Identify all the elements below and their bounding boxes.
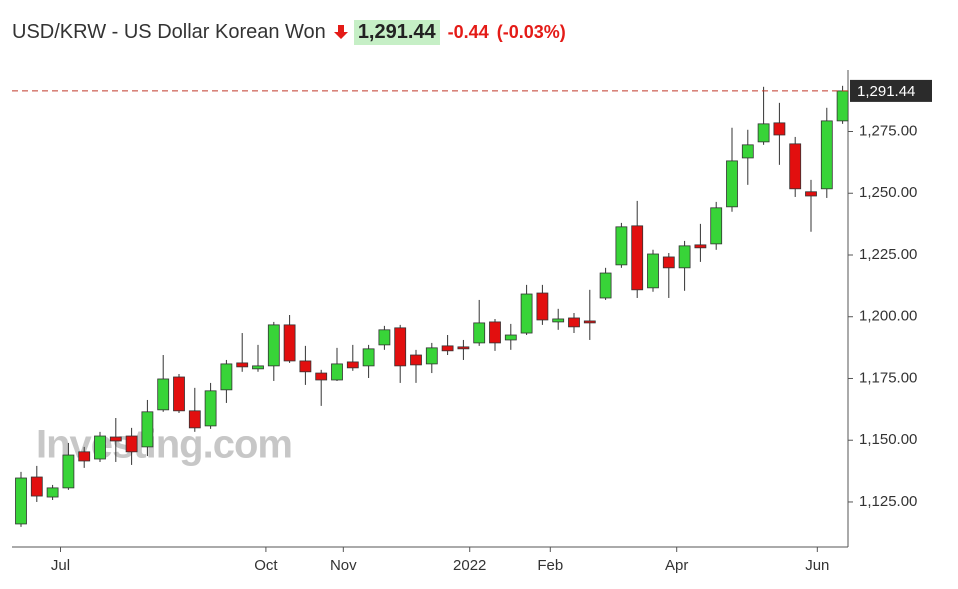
candle-body bbox=[283, 324, 296, 362]
x-tick-label: Nov bbox=[330, 557, 357, 574]
candle-body bbox=[820, 120, 833, 190]
title: USD/KRW - US Dollar Korean Won bbox=[12, 20, 326, 43]
candle-body bbox=[662, 256, 675, 269]
candle-body bbox=[94, 435, 106, 460]
candle-body bbox=[694, 244, 707, 249]
header: USD/KRW - US Dollar Korean Won 1,291.44 … bbox=[12, 17, 566, 47]
candle-body bbox=[252, 365, 264, 370]
candle-body bbox=[410, 354, 422, 366]
candle-body bbox=[394, 327, 407, 367]
y-tick-label: 1,200.00 bbox=[859, 308, 917, 325]
x-tick-label: Jul bbox=[51, 557, 70, 574]
y-tick-label: 1,175.00 bbox=[859, 369, 917, 386]
change-percent: (-0.03%) bbox=[496, 21, 566, 42]
candle-body bbox=[78, 451, 91, 462]
candle-body bbox=[631, 225, 644, 291]
candle-body bbox=[378, 329, 391, 346]
candle-body bbox=[678, 245, 691, 269]
price: 1,291.44 bbox=[353, 19, 440, 45]
change: -0.44 bbox=[447, 21, 489, 42]
y-tick-label: 1,125.00 bbox=[859, 493, 917, 510]
candle-body bbox=[599, 272, 612, 299]
candle-body bbox=[425, 347, 438, 365]
candle-body bbox=[773, 122, 786, 136]
candle-body bbox=[805, 191, 817, 197]
candle-body bbox=[568, 317, 580, 328]
candle-body bbox=[741, 144, 754, 159]
candle-body bbox=[441, 345, 454, 352]
candle-body bbox=[473, 322, 486, 344]
candle-body bbox=[109, 436, 122, 442]
candle-body bbox=[836, 90, 849, 122]
price-label: 1,291.44 bbox=[857, 83, 915, 100]
candle-body bbox=[346, 361, 359, 369]
x-tick-label: Feb bbox=[537, 557, 563, 574]
candle-body bbox=[315, 372, 328, 381]
candle-body bbox=[157, 378, 170, 411]
candle-body bbox=[236, 362, 249, 368]
candle-body bbox=[504, 334, 517, 341]
candle-body bbox=[331, 363, 343, 381]
candle-body bbox=[220, 363, 233, 391]
x-tick-label: 2022 bbox=[453, 557, 486, 574]
candle-body bbox=[583, 320, 596, 324]
down-arrow bbox=[333, 25, 348, 39]
candle-body bbox=[125, 435, 138, 453]
x-tick-label: Apr bbox=[665, 557, 688, 574]
candle-body bbox=[536, 292, 549, 321]
candle-body bbox=[46, 487, 59, 498]
candle-body bbox=[552, 318, 565, 323]
candle-body bbox=[188, 410, 201, 429]
x-tick-label: Oct bbox=[254, 557, 278, 574]
candle-body bbox=[726, 160, 738, 208]
candle-body bbox=[30, 476, 43, 497]
price-label-box bbox=[850, 79, 932, 102]
candle-body bbox=[647, 253, 659, 289]
candle-body bbox=[710, 207, 723, 245]
candle-body bbox=[141, 411, 154, 448]
candle-body bbox=[299, 360, 312, 373]
candle-body bbox=[173, 376, 185, 412]
candle-body bbox=[757, 123, 770, 143]
candle-body bbox=[62, 454, 75, 489]
candle-body bbox=[267, 324, 280, 367]
candle-body bbox=[489, 321, 501, 344]
candle-body bbox=[362, 348, 375, 367]
candle-body bbox=[204, 390, 217, 427]
y-tick-label: 1,150.00 bbox=[859, 431, 917, 448]
candle-body bbox=[520, 293, 533, 334]
y-tick-label: 1,225.00 bbox=[859, 246, 917, 263]
x-tick-label: Jun bbox=[805, 557, 829, 574]
candle-body bbox=[789, 143, 802, 190]
watermark: Investing.com bbox=[36, 423, 292, 467]
y-tick-label: 1,250.00 bbox=[859, 184, 917, 201]
y-tick-label: 1,275.00 bbox=[859, 122, 917, 139]
candle-body bbox=[615, 226, 628, 266]
candle-body bbox=[15, 477, 27, 525]
candle-body bbox=[457, 346, 470, 350]
